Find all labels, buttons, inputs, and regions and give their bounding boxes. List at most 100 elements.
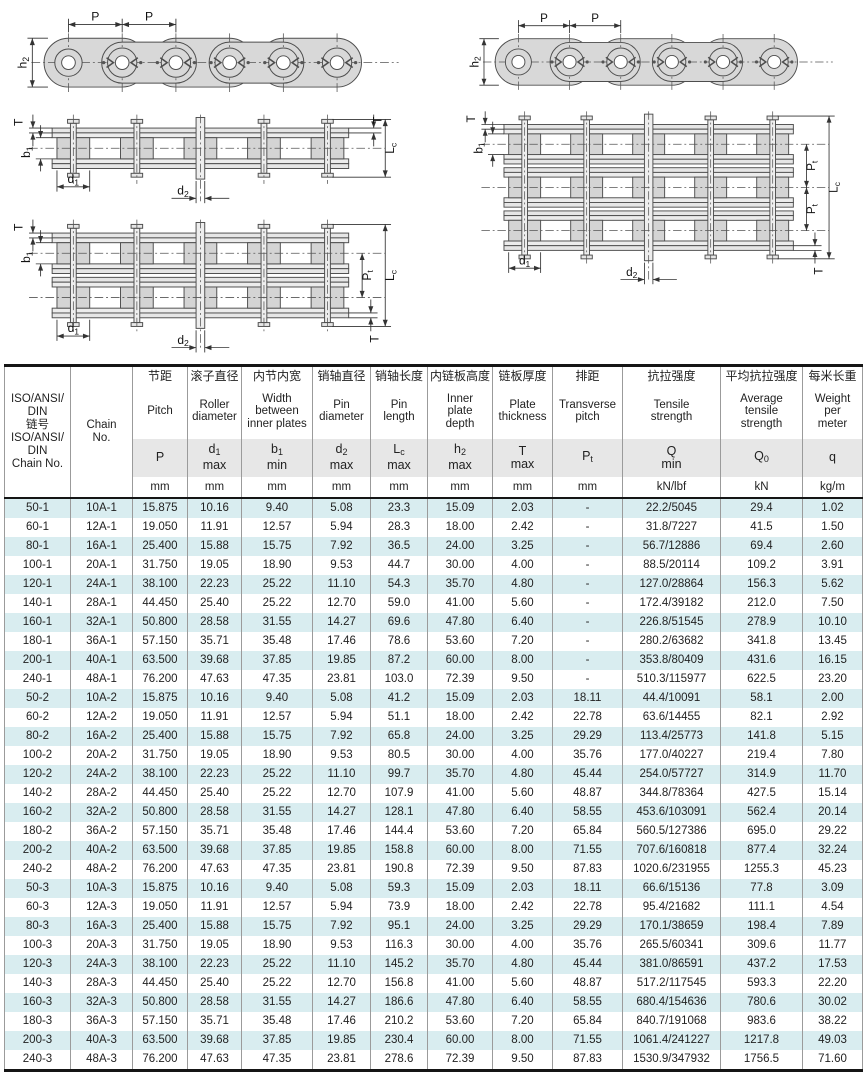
- table-cell: 69.6: [370, 612, 428, 632]
- column-name-header-0: 节距 Pitch: [132, 365, 188, 439]
- table-cell: 60.00: [427, 840, 493, 860]
- table-cell: 1255.3: [720, 859, 803, 879]
- column-name-en: Weight per meter: [814, 392, 851, 430]
- table-cell: 44.450: [132, 783, 188, 803]
- table-cell: 11.91: [187, 707, 242, 727]
- table-cell: 95.1: [370, 916, 428, 936]
- dim-label-pin-length: Lc: [383, 142, 398, 154]
- table-cell: 240-1: [4, 669, 71, 689]
- table-cell: 50.800: [132, 992, 188, 1012]
- table-cell: 30.00: [427, 935, 493, 955]
- table-cell: 48A-2: [70, 859, 133, 879]
- table-cell: 60.00: [427, 1030, 493, 1050]
- table-cell: 28.3: [370, 517, 428, 537]
- table-cell: 36.5: [370, 536, 428, 556]
- table-cell: 48.87: [552, 783, 623, 803]
- table-cell: 82.1: [720, 707, 803, 727]
- table-cell: 278.6: [370, 1049, 428, 1071]
- table-cell: 3.25: [492, 536, 553, 556]
- table-cell: 88.5/20114: [622, 555, 721, 575]
- table-row: 50-2 10A-2 15.875 10.16 9.40 5.08 41.2 15.09 2.0…: [4, 688, 863, 708]
- table-cell: 47.80: [427, 612, 493, 632]
- table-cell: 353.8/80409: [622, 650, 721, 670]
- table-cell: 18.00: [427, 897, 493, 917]
- column-symbol-header-5: h2 max: [427, 438, 493, 477]
- table-cell: 15.75: [241, 916, 313, 936]
- column-name-en: Plate thickness: [498, 398, 547, 424]
- table-cell: 5.60: [492, 973, 553, 993]
- table-cell: 780.6: [720, 992, 803, 1012]
- table-cell: 140-2: [4, 783, 71, 803]
- table-cell: 9.53: [312, 935, 371, 955]
- table-cell: 15.875: [132, 878, 188, 898]
- table-cell: 76.200: [132, 859, 188, 879]
- table-cell: 14.27: [312, 612, 371, 632]
- table-cell: 5.94: [312, 707, 371, 727]
- table-cell: 7.20: [492, 631, 553, 651]
- table-cell: 1020.6/231955: [622, 859, 721, 879]
- table-cell: 212.0: [720, 593, 803, 613]
- table-cell: 140-3: [4, 973, 71, 993]
- table-cell: 28A-1: [70, 593, 133, 613]
- table-cell: 38.22: [802, 1011, 863, 1031]
- column-name-zh: 链板厚度: [498, 368, 547, 383]
- table-cell: 59.3: [370, 878, 428, 898]
- table-cell: 10A-2: [70, 688, 133, 708]
- table-cell: 36A-1: [70, 631, 133, 651]
- table-cell: 19.05: [187, 935, 242, 955]
- table-cell: 113.4/25773: [622, 726, 721, 746]
- table-cell: 278.9: [720, 612, 803, 632]
- table-cell: 15.09: [427, 497, 493, 518]
- table-cell: 47.80: [427, 802, 493, 822]
- table-cell: 200-1: [4, 650, 71, 670]
- table-cell: 25.22: [241, 764, 313, 784]
- table-cell: 15.88: [187, 916, 242, 936]
- table-cell: 29.22: [802, 821, 863, 841]
- table-cell: 4.80: [492, 574, 553, 594]
- column-name-zh: 内链板高度: [429, 368, 490, 383]
- table-cell: 76.200: [132, 669, 188, 689]
- table-cell: 5.94: [312, 897, 371, 917]
- table-cell: 160-2: [4, 802, 71, 822]
- table-row: 240-1 48A-1 76.200 47.63 47.35 23.81 103.0 72.3…: [4, 669, 863, 689]
- table-cell: 28.58: [187, 802, 242, 822]
- table-cell: 5.94: [312, 517, 371, 537]
- table-cell: 28A-3: [70, 973, 133, 993]
- table-row: 60-3 12A-3 19.050 11.91 12.57 5.94 73.9 18.00 2.…: [4, 897, 863, 917]
- table-cell: 30.00: [427, 555, 493, 575]
- column-unit-header-4: mm: [370, 476, 428, 498]
- table-cell: -: [552, 574, 623, 594]
- table-row: 100-1 20A-1 31.750 19.05 18.90 9.53 44.7 30.00 4…: [4, 555, 863, 575]
- table-cell: 120-3: [4, 954, 71, 974]
- table-cell: 219.4: [720, 745, 803, 765]
- table-cell: 172.4/39182: [622, 593, 721, 613]
- dim-label-plate-thickness: T: [465, 115, 478, 122]
- column-name-header-10: 每米长重 Weight per meter: [802, 365, 863, 439]
- table-cell: 37.85: [241, 650, 313, 670]
- table-cell: -: [552, 536, 623, 556]
- table-cell: 109.2: [720, 555, 803, 575]
- column-name-header-1: 滚子直径 Roller diameter: [187, 365, 242, 439]
- table-cell: 160-3: [4, 992, 71, 1012]
- column-unit-header-7: mm: [552, 476, 623, 498]
- table-cell: 60.00: [427, 650, 493, 670]
- table-cell: 38.100: [132, 764, 188, 784]
- table-cell: 76.200: [132, 1049, 188, 1071]
- table-cell: 78.6: [370, 631, 428, 651]
- table-cell: 103.0: [370, 669, 428, 689]
- table-cell: 35.71: [187, 821, 242, 841]
- table-body: 50-1 10A-1 15.875 10.16 9.40 5.08 23.3 15.09 2.0…: [4, 497, 863, 1071]
- table-cell: 3.25: [492, 726, 553, 746]
- table-row: 180-3 36A-3 57.150 35.71 35.48 17.46 210.2 53.6…: [4, 1011, 863, 1031]
- table-cell: 24A-3: [70, 954, 133, 974]
- dim-label-pitch: P: [91, 10, 99, 24]
- table-cell: 12.57: [241, 517, 313, 537]
- table-cell: 560.5/127386: [622, 821, 721, 841]
- table-cell: 32A-3: [70, 992, 133, 1012]
- column-name-en: Average tensile strength: [740, 392, 783, 430]
- column-name-header-3: 销轴直径 Pin diameter: [312, 365, 371, 439]
- table-cell: 17.46: [312, 631, 371, 651]
- table-cell: 20A-2: [70, 745, 133, 765]
- table-cell: 314.9: [720, 764, 803, 784]
